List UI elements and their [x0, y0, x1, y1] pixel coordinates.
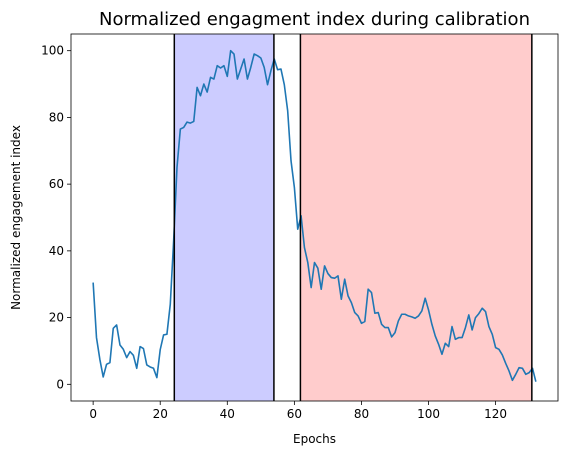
x-tick-label: 120 [484, 407, 507, 421]
shaded-regions [174, 34, 532, 401]
y-axis-label: Normalized engagement index [9, 125, 23, 310]
y-tick-label: 20 [49, 311, 64, 325]
x-tick-label: 0 [89, 407, 97, 421]
shaded-region-1 [174, 34, 274, 401]
y-tick-label: 100 [41, 44, 64, 58]
series-line-1 [92, 49, 537, 382]
y-tick-label: 40 [49, 244, 64, 258]
vertical-lines [173, 34, 533, 401]
y-tick-label: 60 [49, 177, 64, 191]
x-tick-label: 40 [220, 407, 235, 421]
x-tick-label: 80 [354, 407, 369, 421]
shaded-region-2 [300, 34, 532, 401]
chart-title: Normalized engagment index during calibr… [99, 9, 530, 30]
x-axis: 0 20 40 60 80 100 120 [89, 401, 507, 421]
y-tick-label: 0 [56, 377, 64, 391]
x-tick-label: 100 [417, 407, 440, 421]
y-axis: 0 20 40 60 80 100 [41, 44, 71, 391]
x-axis-label: Epochs [293, 432, 336, 446]
x-tick-label: 60 [287, 407, 302, 421]
series-lines [92, 49, 537, 382]
plot-frame [70, 33, 559, 402]
x-tick-label: 20 [153, 407, 168, 421]
y-tick-label: 80 [49, 110, 64, 124]
